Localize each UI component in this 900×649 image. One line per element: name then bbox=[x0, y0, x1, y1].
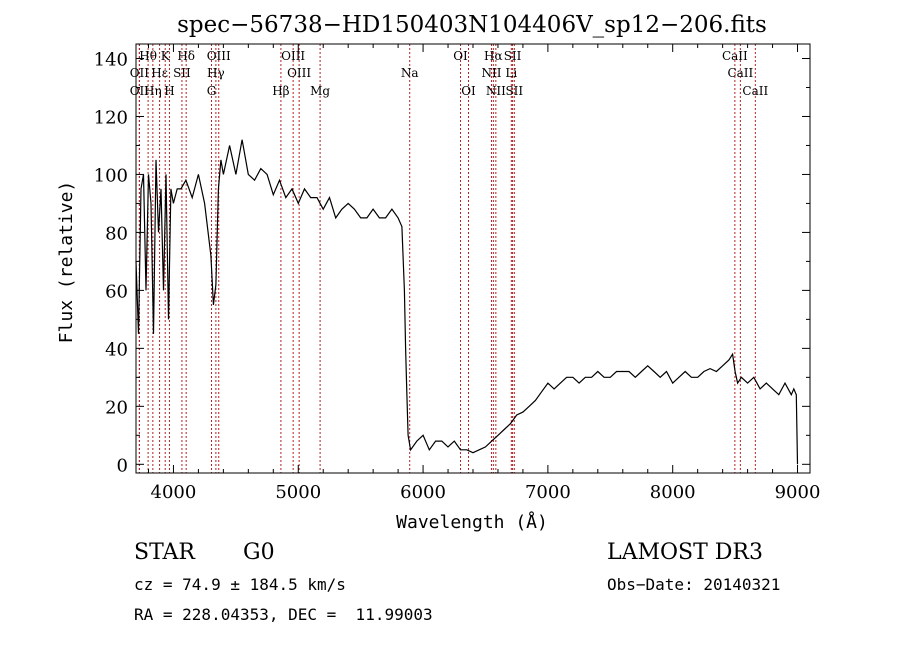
line-label-3: OIII bbox=[207, 49, 231, 63]
line-label-18: OII bbox=[130, 84, 150, 98]
x-tick-label-4: 8000 bbox=[650, 482, 696, 503]
line-label-6: Hα bbox=[484, 49, 503, 63]
y-tick-label-2: 40 bbox=[105, 339, 128, 360]
y-tick-label-1: 20 bbox=[105, 397, 128, 418]
line-label-1: K bbox=[161, 49, 171, 63]
line-label-17: CaII bbox=[727, 66, 753, 80]
line-label-27: CaII bbox=[742, 84, 768, 98]
object-class: STAR bbox=[134, 540, 195, 565]
line-label-11: SII bbox=[173, 66, 191, 80]
redshift-value: cz = 74.9 ± 184.5 km/s bbox=[134, 575, 346, 594]
line-label-7: SII bbox=[504, 49, 522, 63]
line-label-8: CaII bbox=[722, 49, 748, 63]
x-tick-label-0: 4000 bbox=[151, 482, 197, 503]
y-tick-label-4: 80 bbox=[105, 223, 128, 244]
line-label-14: Na bbox=[401, 66, 419, 80]
line-label-15: NII bbox=[481, 66, 501, 80]
object-subclass: G0 bbox=[243, 540, 275, 565]
plot-frame bbox=[135, 43, 811, 474]
line-label-16: Li bbox=[505, 66, 517, 80]
y-tick-label-7: 140 bbox=[94, 49, 128, 70]
coordinates: RA = 228.04353, DEC = 11.99003 bbox=[134, 605, 433, 624]
line-label-12: Hγ bbox=[207, 66, 225, 80]
line-label-5: OI bbox=[453, 49, 468, 63]
line-label-20: H bbox=[164, 84, 174, 98]
x-tick-label-2: 6000 bbox=[400, 482, 446, 503]
y-tick-label-6: 120 bbox=[94, 107, 128, 128]
line-label-4: OIII bbox=[281, 49, 305, 63]
x-tick-label-5: 9000 bbox=[775, 482, 821, 503]
x-tick-label-1: 5000 bbox=[275, 482, 321, 503]
line-label-21: G bbox=[207, 84, 217, 98]
line-label-24: OI bbox=[461, 84, 476, 98]
y-tick-label-3: 60 bbox=[105, 281, 128, 302]
line-label-23: Mg bbox=[310, 84, 330, 98]
line-label-13: OIII bbox=[287, 66, 311, 80]
y-tick-label-0: 0 bbox=[117, 455, 128, 476]
line-label-9: OII bbox=[130, 66, 150, 80]
line-label-22: Hβ bbox=[272, 84, 289, 98]
observation-date: Obs−Date: 20140321 bbox=[607, 575, 781, 594]
line-label-2: Hδ bbox=[177, 49, 195, 63]
line-label-19: Hη bbox=[144, 84, 162, 98]
line-label-0: Hθ bbox=[139, 49, 157, 63]
spectral-line-markers bbox=[138, 44, 756, 473]
x-tick-label-3: 7000 bbox=[525, 482, 571, 503]
y-axis: 0 20 40 60 80 100 120 140 bbox=[94, 49, 810, 476]
y-axis-label: Flux (relative) bbox=[56, 181, 77, 344]
x-axis: 4000 5000 6000 7000 8000 9000 bbox=[147, 44, 821, 503]
line-label-26: SII bbox=[505, 84, 523, 98]
chart-title: spec−56738−HD150403N104406V_sp12−206.fit… bbox=[177, 12, 767, 38]
spectrum-series bbox=[135, 139, 799, 465]
survey-name: LAMOST DR3 bbox=[607, 540, 763, 565]
line-label-25: NII bbox=[486, 84, 506, 98]
line-label-10: Hε bbox=[151, 66, 168, 80]
x-axis-label: Wavelength (Å) bbox=[396, 511, 548, 533]
y-tick-label-5: 100 bbox=[94, 165, 128, 186]
